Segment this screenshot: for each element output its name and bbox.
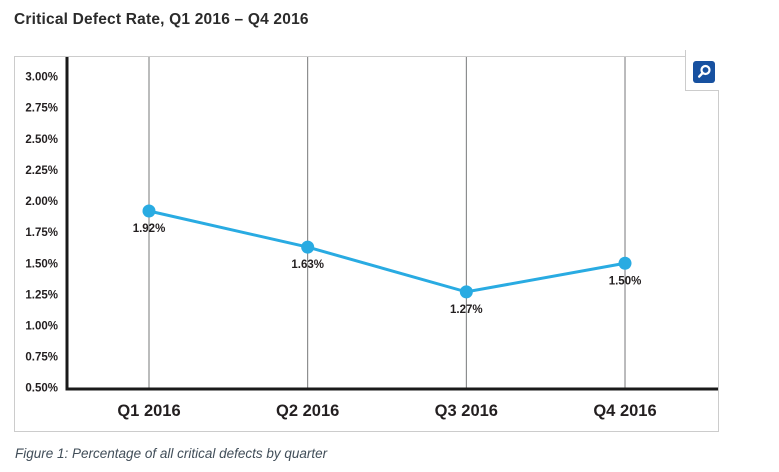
data-point-q4-2016[interactable]	[618, 256, 632, 270]
figure-caption: Figure 1: Percentage of all critical def…	[15, 446, 328, 461]
x-tick-label: Q1 2016	[117, 402, 180, 420]
y-tick-label: 2.75%	[25, 103, 58, 115]
y-tick-label: 1.75%	[25, 227, 58, 239]
y-tick-label: 1.00%	[25, 320, 58, 332]
y-tick-label: 3.00%	[25, 72, 58, 84]
y-tick-label: 1.50%	[25, 258, 58, 270]
data-point-label: 1.27%	[450, 304, 483, 316]
x-tick-label: Q3 2016	[435, 402, 498, 420]
zoom-button[interactable]	[693, 61, 715, 83]
y-tick-label: 1.25%	[25, 289, 58, 301]
chart-panel: 3.00% 2.75% 2.50% 2.25% 2.00% 1.75% 1.50% 1.25%…	[14, 56, 719, 432]
y-tick-label: 2.50%	[25, 134, 58, 146]
y-tick-label: 0.50%	[25, 383, 58, 395]
defect-rate-series-line	[148, 209, 626, 294]
data-point-q2-2016[interactable]	[301, 240, 315, 254]
defect-rate-line-chart: 3.00% 2.75% 2.50% 2.25% 2.00% 1.75% 1.50% 1.25%…	[25, 57, 718, 420]
data-point-label: 1.50%	[609, 275, 642, 287]
magnifier-icon	[697, 64, 711, 78]
y-tick-label: 2.00%	[25, 196, 58, 208]
y-tick-label: 2.25%	[25, 165, 58, 177]
y-tick-label: 0.75%	[25, 352, 58, 364]
data-point-q3-2016[interactable]	[459, 285, 473, 299]
data-point-label: 1.63%	[291, 259, 324, 271]
x-tick-label: Q2 2016	[276, 402, 339, 420]
data-point-q1-2016[interactable]	[142, 204, 156, 218]
data-point-label: 1.92%	[133, 223, 166, 235]
page-title: Critical Defect Rate, Q1 2016 – Q4 2016	[14, 11, 309, 28]
x-tick-label: Q4 2016	[593, 402, 656, 420]
